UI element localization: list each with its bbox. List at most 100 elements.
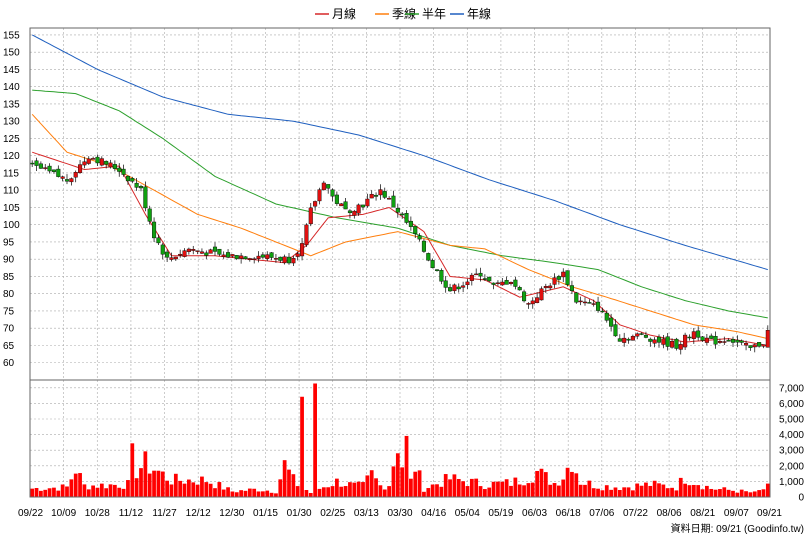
date-tick-label: 01/30 (287, 508, 312, 519)
volume-bar (73, 473, 78, 497)
volume-bar (491, 481, 496, 497)
volume-tick-label: 2,000 (779, 461, 804, 472)
volume-bar (761, 489, 766, 497)
plot-frames (29, 27, 771, 498)
candle-up (535, 297, 540, 304)
candle-up (704, 337, 709, 343)
volume-bar (517, 484, 522, 497)
candle-down (504, 280, 509, 285)
candle-up (387, 198, 392, 200)
volume-tick-label: 6,000 (779, 399, 804, 410)
candle-up (191, 248, 196, 251)
candle-up (691, 331, 696, 339)
volume-bar (487, 487, 492, 497)
candle-down (269, 252, 274, 258)
volume-bar (104, 488, 109, 497)
volume-bar (765, 483, 770, 497)
data-source-credit: 資料日期: 09/21 (Goodinfo.tw) (671, 522, 804, 535)
volume-bar (339, 486, 344, 497)
price-tick-label: 125 (3, 134, 20, 145)
volume-bar (583, 484, 587, 497)
candle-up (300, 243, 305, 257)
candle-up (465, 281, 470, 286)
candle-down (613, 324, 618, 337)
candle-up (561, 271, 566, 278)
volume-bar (387, 486, 391, 497)
candle-down (234, 255, 239, 259)
price-tick-label: 75 (3, 306, 15, 317)
candle-down (404, 213, 409, 223)
volume-bar (400, 467, 405, 497)
volume-bar (591, 488, 596, 497)
volume-bar (678, 477, 683, 497)
volume-bar (561, 479, 566, 497)
candle-down (426, 253, 431, 261)
volume-bar (452, 474, 457, 497)
candle-down (400, 213, 405, 216)
candle-down (448, 287, 453, 292)
candle-down (569, 285, 574, 292)
candle-up (221, 254, 226, 257)
date-axis-ticks: 09/22 10/09 10/28 11/12 11/27 12/12 12/30 01/15… (18, 508, 782, 519)
volume-bar (426, 488, 431, 497)
volume-bar (382, 489, 387, 497)
candle-down (125, 175, 130, 182)
volume-bar (639, 485, 644, 497)
volume-tick-label: 1,000 (779, 477, 804, 488)
volume-bar (243, 490, 248, 497)
volume-bar (548, 484, 553, 497)
candle-down (374, 194, 379, 197)
date-tick-label: 08/06 (657, 508, 682, 519)
volume-bar (683, 483, 687, 497)
candle-up (208, 249, 213, 254)
candle-down (165, 251, 170, 258)
volume-bar (234, 492, 239, 497)
quarter-ma-line (31, 113, 768, 340)
volume-tick-label: 7,000 (779, 383, 804, 394)
price-tick-label: 95 (3, 237, 15, 248)
volume-bar (513, 477, 518, 497)
volume-bar (313, 383, 317, 497)
candle-down (395, 207, 400, 213)
volume-bar (56, 490, 61, 497)
volume-bar (739, 489, 744, 497)
volume-bar (404, 435, 409, 497)
candle-down (112, 164, 117, 169)
volume-bar (86, 489, 91, 497)
volume-bar (265, 490, 270, 497)
volume-plot-frame (29, 379, 771, 498)
candle-down (382, 191, 387, 198)
volume-bar (696, 485, 701, 497)
date-tick-label: 11/27 (152, 508, 177, 519)
candle-up (474, 273, 479, 276)
candle-up (635, 333, 640, 337)
volume-bar (731, 490, 735, 497)
candle-down (609, 317, 614, 327)
date-tick-label: 08/21 (690, 508, 715, 519)
volume-bar (221, 489, 226, 497)
volume-bar (113, 484, 117, 497)
candle-down (147, 208, 152, 222)
candle-down (748, 345, 753, 348)
volume-bar (674, 490, 679, 497)
volume-bar (326, 487, 331, 497)
volume-tick-label: 4,000 (779, 430, 804, 441)
volume-bar (509, 485, 513, 497)
candle-down (343, 201, 348, 210)
volume-bar (99, 483, 104, 497)
legend-quarter-label: 季線 (392, 6, 416, 21)
volume-bar (578, 484, 583, 497)
volume-bar (409, 478, 413, 497)
volume-bar (670, 487, 674, 497)
candle-up (69, 178, 74, 183)
date-tick-label: 03/13 (354, 508, 379, 519)
volume-bar (47, 488, 52, 497)
volume-bar (343, 486, 348, 497)
volume-bar (230, 491, 235, 497)
volume-bar (722, 487, 727, 497)
volume-bar (430, 484, 435, 497)
candle-down (64, 179, 70, 182)
candle-down (330, 189, 335, 197)
date-tick-label: 10/28 (85, 508, 110, 519)
date-tick-label: 10/09 (51, 508, 76, 519)
